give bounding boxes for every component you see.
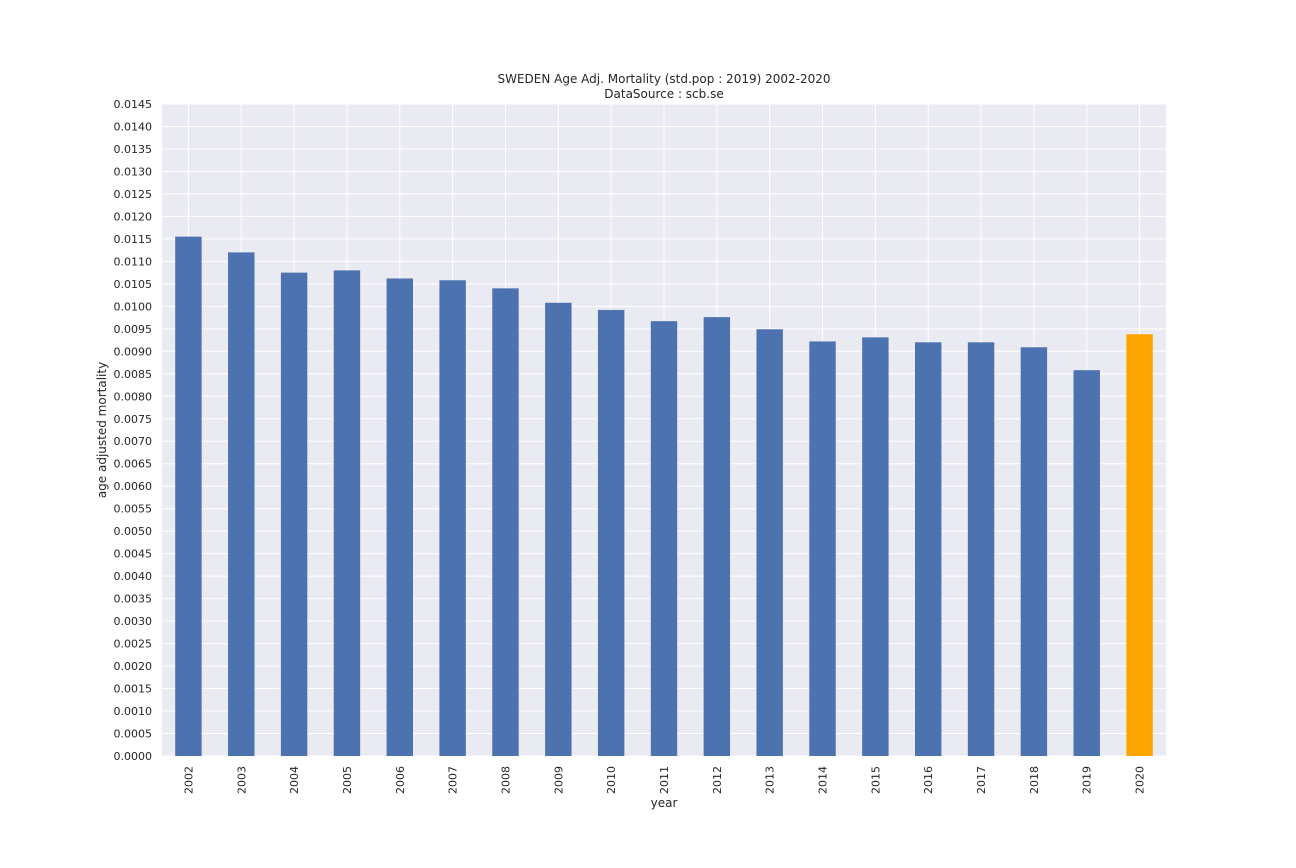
y-tick-label: 0.0115 [114, 233, 153, 246]
y-tick-label: 0.0100 [114, 300, 153, 313]
bar-2020 [1126, 334, 1153, 756]
x-axis-label: year [651, 796, 678, 810]
x-tick-label: 2009 [552, 766, 565, 794]
y-tick-label: 0.0135 [114, 143, 153, 156]
y-tick-label: 0.0080 [114, 390, 153, 403]
bar-2010 [597, 309, 625, 756]
x-tick-label: 2002 [182, 766, 195, 794]
y-axis-ticks: 0.0000 0.0005 0.0010 0.0015 0.0020 0.0025 0.00… [114, 98, 153, 763]
x-tick-label: 2014 [817, 766, 830, 794]
y-tick-label: 0.0065 [114, 458, 153, 471]
x-tick-label: 2011 [658, 766, 671, 794]
y-tick-label: 0.0085 [114, 368, 153, 381]
y-tick-label: 0.0125 [114, 188, 153, 201]
bar-2009 [545, 302, 572, 756]
y-tick-label: 0.0120 [114, 210, 153, 223]
y-tick-label: 0.0020 [114, 660, 153, 673]
bar-2018 [1020, 347, 1048, 756]
y-tick-label: 0.0145 [114, 98, 153, 111]
y-tick-label: 0.0095 [114, 323, 153, 336]
y-tick-label: 0.0010 [114, 705, 153, 718]
x-tick-label: 2008 [499, 766, 512, 794]
y-tick-label: 0.0015 [114, 683, 153, 696]
x-tick-label: 2010 [605, 766, 618, 794]
x-axis-ticks: 2002 2003 2004 2005 2006 2007 2008 2009 2010 2011… [182, 766, 1146, 794]
bar-2019 [1073, 370, 1100, 756]
y-tick-label: 0.0000 [114, 750, 153, 763]
y-tick-label: 0.0075 [114, 413, 153, 426]
bar-2017 [967, 342, 995, 756]
y-tick-label: 0.0035 [114, 593, 153, 606]
y-tick-label: 0.0070 [114, 435, 153, 448]
x-tick-label: 2007 [447, 766, 460, 794]
bar-2005 [333, 270, 361, 756]
x-tick-label: 2018 [1028, 766, 1041, 794]
y-tick-label: 0.0130 [114, 165, 153, 178]
y-tick-label: 0.0090 [114, 345, 153, 358]
bar-2004 [280, 272, 308, 756]
y-tick-label: 0.0050 [114, 525, 153, 538]
y-tick-label: 0.0140 [114, 120, 153, 133]
bar-2011 [650, 321, 678, 756]
y-tick-label: 0.0040 [114, 570, 153, 583]
y-tick-label: 0.0105 [114, 278, 153, 291]
chart-subtitle: DataSource : scb.se [604, 87, 723, 101]
x-tick-label: 2013 [764, 766, 777, 794]
bar-2013 [756, 329, 783, 756]
x-tick-label: 2016 [922, 766, 935, 794]
bar-2016 [915, 342, 942, 756]
bar-2012 [703, 317, 731, 756]
y-axis-label: age adjusted mortality [95, 362, 109, 498]
x-tick-label: 2020 [1134, 766, 1147, 794]
y-tick-label: 0.0005 [114, 728, 153, 741]
y-tick-label: 0.0025 [114, 638, 153, 651]
x-tick-label: 2012 [711, 766, 724, 794]
y-tick-label: 0.0055 [114, 503, 153, 516]
x-tick-label: 2017 [975, 766, 988, 794]
bar-2008 [492, 288, 519, 756]
bar-2003 [228, 252, 255, 756]
y-tick-label: 0.0045 [114, 548, 153, 561]
bars [175, 236, 1153, 757]
x-tick-label: 2005 [341, 766, 354, 794]
x-tick-label: 2019 [1081, 766, 1094, 794]
x-tick-label: 2015 [869, 766, 882, 794]
y-tick-label: 0.0030 [114, 615, 153, 628]
x-tick-label: 2003 [235, 766, 248, 794]
bar-2002 [175, 236, 202, 757]
x-tick-label: 2006 [394, 766, 407, 794]
bar-2007 [439, 280, 466, 756]
y-tick-label: 0.0110 [114, 255, 153, 268]
bar-2006 [386, 278, 413, 756]
y-tick-label: 0.0060 [114, 480, 153, 493]
chart-title: SWEDEN Age Adj. Mortality (std.pop : 201… [497, 72, 830, 86]
bar-2015 [862, 337, 889, 756]
x-tick-label: 2004 [288, 766, 301, 794]
bar-2014 [809, 341, 836, 756]
